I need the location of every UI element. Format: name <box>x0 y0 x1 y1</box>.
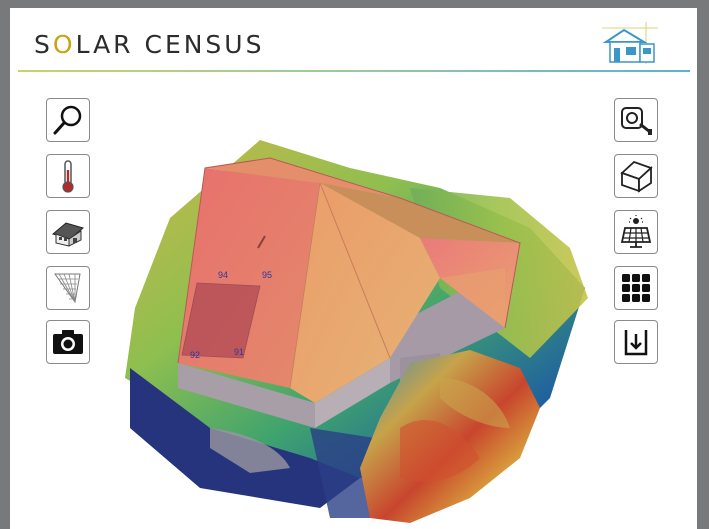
camera-tool-button[interactable] <box>46 320 90 364</box>
grid-icon <box>622 274 650 302</box>
tape-measure-button[interactable] <box>614 98 658 142</box>
search-tool-button[interactable] <box>46 98 90 142</box>
export-icon <box>624 330 648 356</box>
brand-logo-text: SOLAR CENSUS <box>34 30 265 59</box>
net-tool-button[interactable] <box>46 266 90 310</box>
roof-corner-label-br: 91 <box>234 347 244 357</box>
camera-icon <box>53 330 83 354</box>
roof-outline-icon <box>620 160 653 193</box>
grid-view-button[interactable] <box>614 266 658 310</box>
app-header: SOLAR CENSUS <box>10 8 697 70</box>
net-icon <box>54 273 81 304</box>
thermometer-icon <box>62 160 74 193</box>
thermometer-tool-button[interactable] <box>46 154 90 198</box>
roof-corner-label-bl: 92 <box>190 350 200 360</box>
house-icon <box>51 222 85 247</box>
thermal-3d-roof-view[interactable]: 94 95 92 91 <box>110 128 590 529</box>
roof-outline-button[interactable] <box>614 154 658 198</box>
solar-panel-button[interactable] <box>614 210 658 254</box>
roof-corner-label-tr: 95 <box>262 270 272 280</box>
house-logo-icon <box>602 22 658 64</box>
magnifier-icon <box>53 105 82 135</box>
solar-panel-icon <box>620 215 652 248</box>
header-divider <box>18 70 690 72</box>
roof-corner-label-tl: 94 <box>218 270 228 280</box>
app-panel: SOLAR CENSUS <box>10 8 697 529</box>
house-3d-tool-button[interactable] <box>46 210 90 254</box>
export-button[interactable] <box>614 320 658 364</box>
tape-measure-icon <box>621 107 652 135</box>
